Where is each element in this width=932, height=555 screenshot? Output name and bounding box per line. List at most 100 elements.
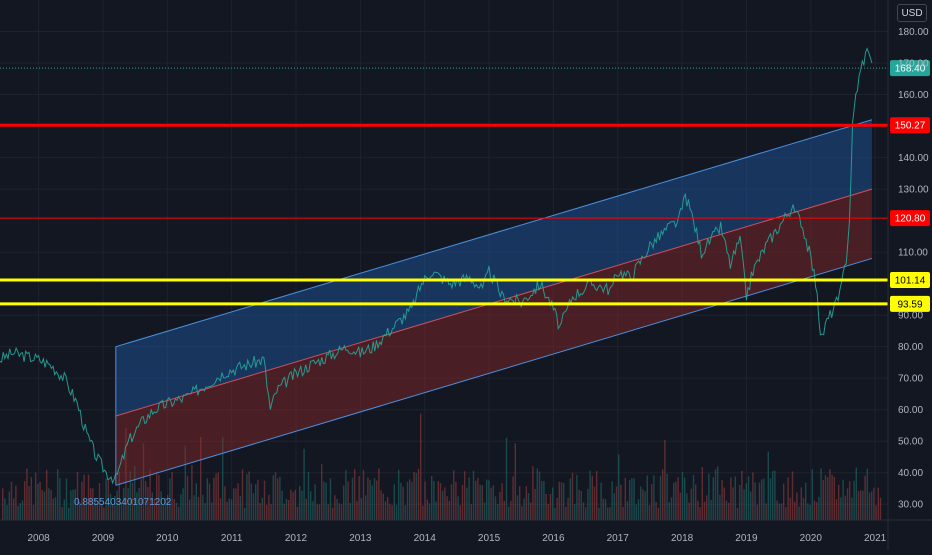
y-tick-label: 90.00: [898, 311, 923, 322]
volume-bar: [431, 475, 433, 520]
volume-bar: [516, 495, 519, 520]
volume-bar: [708, 473, 710, 520]
volume-bar: [675, 481, 677, 520]
volume-bar: [343, 485, 345, 520]
volume-bar: [257, 479, 259, 520]
volume-bar: [525, 486, 527, 520]
volume-bar: [351, 477, 354, 520]
volume-bar: [277, 478, 279, 520]
level-price-tag: [890, 272, 930, 289]
x-tick-label: 2010: [156, 533, 179, 544]
volume-bar: [204, 503, 206, 520]
volume-bar: [684, 477, 686, 520]
y-tick-label: 60.00: [898, 405, 923, 416]
x-tick-label: 2014: [414, 533, 437, 544]
volume-bar: [147, 486, 149, 520]
volume-bar: [316, 504, 318, 520]
volume-bar: [336, 498, 338, 520]
x-tick-label: 2013: [349, 533, 372, 544]
volume-bar: [620, 484, 622, 520]
volume-bar: [475, 480, 477, 520]
volume-bar: [851, 497, 853, 520]
volume-bar: [574, 503, 576, 520]
volume-bar: [849, 481, 851, 520]
volume-bar: [233, 488, 235, 520]
volume-bar: [659, 475, 662, 520]
volume-bar: [464, 471, 466, 520]
volume-bar: [681, 471, 684, 520]
volume-bar: [72, 489, 74, 520]
currency-button[interactable]: USD: [897, 4, 927, 22]
volume-bar: [406, 481, 409, 520]
volume-bar: [437, 481, 439, 520]
volume-bar: [371, 485, 373, 520]
volume-bar: [112, 504, 114, 520]
volume-bar: [312, 501, 314, 520]
volume-bar: [189, 499, 191, 520]
volume-bar: [626, 501, 629, 520]
volume-bar: [690, 488, 692, 520]
volume-bar: [783, 483, 785, 520]
volume-bar: [169, 478, 171, 520]
volume-bar: [426, 499, 428, 520]
volume-bar: [745, 483, 747, 520]
volume-bar: [811, 469, 813, 520]
volume-bar: [613, 493, 615, 520]
volume-bar: [871, 491, 873, 520]
horizontal-levels[interactable]: 168.40 150.27 120.80 101.14 93.59: [0, 60, 930, 312]
volume-bar: [820, 468, 822, 520]
volume-bar: [877, 487, 879, 520]
volume-bar: [274, 472, 277, 520]
volume-bar: [15, 485, 17, 520]
volume-bar: [769, 478, 772, 520]
volume-bar: [107, 479, 109, 520]
y-axis[interactable]: 180.00 170.00 160.00 140.00 130.00 110.00 90.0…: [887, 0, 929, 550]
volume-bar: [503, 501, 505, 520]
price-series: [0, 47, 873, 485]
x-axis[interactable]: 2008 2009 2010 2011 2012 2013 2014 2015 2016 2017…: [0, 519, 932, 544]
volume-bar: [743, 489, 745, 520]
volume-bar: [79, 501, 81, 520]
volume-bar: [512, 476, 514, 520]
volume-bar: [354, 469, 356, 520]
volume-bar: [301, 490, 303, 520]
volume-bar: [52, 498, 54, 520]
volume-bar: [35, 472, 37, 520]
volume-bar: [710, 499, 712, 520]
volume-bar: [855, 467, 857, 520]
volume-bar: [611, 481, 613, 520]
volume-bar: [140, 479, 142, 520]
volume-bar: [457, 496, 459, 520]
volume-bar: [41, 489, 43, 520]
volume-bar: [756, 504, 758, 520]
volume-bar: [235, 488, 237, 520]
volume-bar: [149, 469, 151, 520]
volume-bar: [125, 427, 127, 520]
volume-bar: [648, 505, 651, 520]
volume-bar: [156, 471, 158, 520]
volume-bar: [367, 477, 369, 520]
volume-bar: [714, 469, 717, 520]
volume-bar: [85, 504, 87, 520]
volume-bar: [2, 488, 4, 520]
volume-bar: [281, 490, 283, 520]
level-price-tag-label: 101.14: [895, 276, 926, 287]
volume-bar: [382, 493, 384, 520]
volume-bar: [664, 439, 666, 520]
volume-bar: [607, 507, 609, 520]
volume-bar: [202, 494, 204, 520]
volume-bar: [514, 443, 516, 520]
volume-bar: [873, 487, 875, 520]
volume-bar: [138, 487, 140, 520]
volume-bar: [200, 436, 202, 520]
volume-bar: [739, 484, 741, 520]
volume-bar: [327, 504, 329, 520]
channel-upper-line: [115, 119, 873, 348]
volume-bar: [778, 503, 780, 520]
volume-bar: [459, 505, 461, 520]
volume-bar: [541, 481, 543, 520]
volume-bar: [866, 468, 868, 520]
volume-bar: [571, 472, 574, 520]
